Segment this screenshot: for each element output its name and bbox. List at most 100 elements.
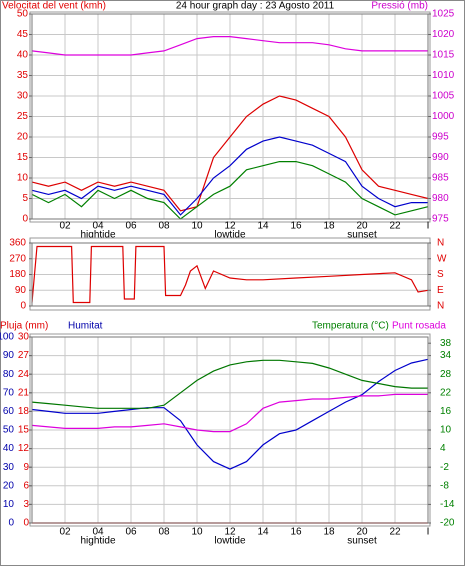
legend-label: Punt rosada [392,321,446,332]
x-tick-label: 04 [92,527,104,538]
y3-tick-label: 21 [18,387,30,398]
y2-tick-label: E [437,285,444,296]
y2-tick-label: 22 [440,387,452,398]
y2-tick-label: 1015 [432,50,455,61]
y3-tick-label: 27 [18,350,30,361]
y3-tick-label: 24 [18,369,30,380]
y-tick-label: 90 [3,350,15,361]
x-tick-label: I [427,221,430,232]
y-tick-label: 35 [17,70,29,81]
y2-tick-label: 28 [440,369,452,380]
x-tick-label: 22 [389,527,401,538]
y2-tick-label: 1020 [432,29,455,40]
y3-tick-label: 9 [23,462,29,473]
y-tick-label: 30 [3,462,15,473]
axis-label: Pluja (mm) [0,321,48,332]
y-tick-label: 0 [20,301,26,312]
y-tick-label: 15 [17,152,29,163]
plot-border [31,336,429,524]
series-line [31,245,429,304]
y-tick-label: 30 [17,91,29,102]
series-line [31,36,428,56]
y3-tick-label: 30 [18,332,30,343]
y2-tick-label: 1010 [432,70,455,81]
y2-tick-label: 980 [432,193,449,204]
y2-tick-label: 975 [432,214,449,225]
y-tick-label: 0 [22,214,28,225]
y-tick-label: 100 [0,332,14,343]
y2-tick-label: 985 [432,173,449,184]
series-line [31,359,428,409]
y-tick-label: 70 [3,387,15,398]
y-tick-label: 50 [17,9,29,20]
y2-tick-label: 4 [440,443,446,454]
x-tick-label: 06 [125,527,137,538]
x-tick-label: 18 [323,221,335,232]
x-tick-label: 02 [59,221,71,232]
y3-tick-label: 12 [18,443,30,454]
y-tick-label: 50 [3,425,15,436]
series-line [31,161,429,220]
y-tick-label: 60 [3,406,15,417]
axis-label: Temperatura (°C) [312,321,389,332]
y-tick-label: 25 [17,111,29,122]
x-tick-label: 18 [323,527,335,538]
plot-border [31,13,429,220]
axis-label: Velocitat del vent (kmh) [2,1,106,12]
x-tick-label: 12 [224,527,236,538]
x-tick-label: 10 [191,221,203,232]
y-tick-label: 90 [15,285,27,296]
x-tick-label: I [427,527,430,538]
y-tick-label: 0 [8,518,14,529]
y-tick-label: 20 [17,132,29,143]
y2-tick-label: N [437,238,444,249]
annotation: lowtide [214,536,246,547]
annotation: hightide [80,230,115,241]
axis-label: Humitat [68,321,103,332]
y2-tick-label: 990 [432,152,449,163]
series-line [31,393,428,433]
y3-tick-label: 3 [23,499,29,510]
y-tick-label: 80 [3,369,15,380]
y2-tick-label: 1025 [432,9,455,20]
y-tick-label: 10 [17,173,29,184]
y2-tick-label: -8 [440,480,449,491]
x-tick-label: 14 [257,221,269,232]
y-tick-label: 5 [22,193,28,204]
y2-tick-label: 16 [440,406,452,417]
y2-tick-label: W [437,253,447,264]
x-tick-label: 22 [389,221,401,232]
y2-tick-label: -20 [440,518,455,529]
x-tick-label: 06 [125,221,137,232]
y2-tick-label: -14 [440,499,455,510]
annotation: hightide [80,536,115,547]
y2-tick-label: 38 [440,338,452,349]
y3-tick-label: 6 [23,480,29,491]
x-tick-label: 08 [158,527,170,538]
y-tick-label: 10 [3,499,15,510]
annotation: sunset [347,536,377,547]
y2-tick-label: 34 [440,350,452,361]
y2-tick-label: N [437,301,444,312]
x-tick-label: 04 [92,221,104,232]
y2-tick-label: 10 [440,425,452,436]
x-tick-label: 10 [191,527,203,538]
x-tick-label: 02 [59,527,71,538]
series-line [31,136,428,216]
y2-tick-label: -2 [440,462,449,473]
y2-tick-label: S [437,269,444,280]
y-tick-label: 360 [9,238,26,249]
x-tick-label: 12 [224,221,236,232]
y3-tick-label: 0 [23,518,29,529]
y-tick-label: 20 [3,480,15,491]
plot-border [31,242,429,307]
annotation: sunset [347,230,377,241]
chart-title: 24 hour graph day : 23 Agosto 2011 [176,1,335,12]
annotation: lowtide [214,230,246,241]
x-tick-label: 14 [257,527,269,538]
series-line [31,358,429,470]
axis-label: Pressió (mb) [371,1,428,12]
y-tick-label: 40 [17,50,29,61]
y-tick-label: 270 [9,253,26,264]
